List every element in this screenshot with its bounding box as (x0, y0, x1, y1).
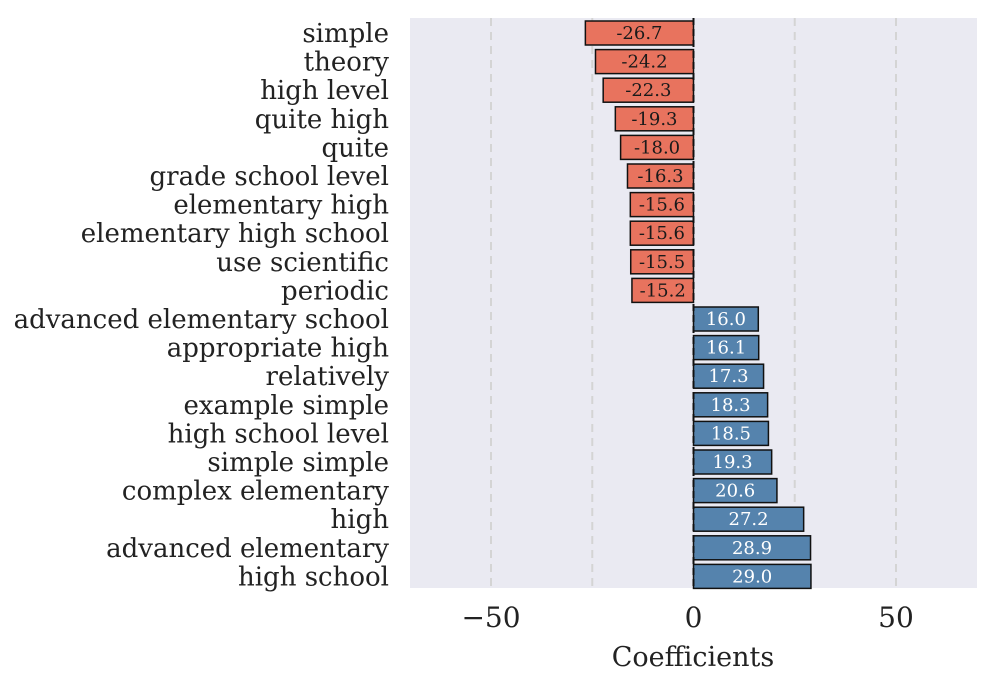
bar-value-label: 19.3 (713, 452, 753, 473)
bars (584, 20, 812, 590)
category-label: elementary high school (81, 219, 389, 249)
bar-value-label: -18.0 (634, 137, 680, 158)
bar (692, 563, 812, 590)
bar (629, 220, 695, 246)
bar-value-label: 16.0 (706, 309, 746, 330)
category-label: grade school level (150, 162, 390, 192)
category-label: elementary high (173, 191, 389, 221)
category-label: relatively (266, 362, 390, 392)
category-label: quite high (255, 105, 390, 135)
bar-value-label: 16.1 (706, 338, 746, 359)
bar-value-label: 28.9 (732, 538, 772, 559)
category-label: quite (321, 133, 389, 163)
bar (619, 134, 695, 161)
category-label: high school (238, 562, 389, 592)
bar-value-label: -24.2 (621, 52, 667, 73)
bar-value-label: -15.2 (640, 280, 686, 301)
bar-value-label: 29.0 (732, 566, 772, 587)
category-label: simple simple (207, 448, 389, 478)
bar (692, 420, 770, 447)
bar-value-label: 17.3 (708, 366, 748, 387)
bar-value-label: 18.3 (711, 395, 751, 416)
bar (692, 334, 760, 361)
bar-value-label: -15.6 (639, 223, 685, 244)
category-label: advanced elementary school (14, 305, 389, 335)
bar-value-label: 27.2 (729, 509, 769, 530)
category-label: simple (302, 19, 389, 49)
bar-value-label: -26.7 (616, 23, 662, 44)
gridlines (490, 18, 897, 588)
category-label: example simple (184, 391, 389, 421)
bar (629, 249, 695, 275)
bar (692, 506, 805, 532)
bar (614, 106, 695, 132)
x-tick-label: −50 (461, 601, 520, 634)
category-label: high (331, 505, 390, 535)
bar (692, 306, 760, 332)
category-label: advanced elementary (106, 534, 389, 564)
x-axis-title: Coefficients (612, 642, 775, 673)
bar (631, 277, 695, 304)
bar (626, 163, 695, 189)
bar (692, 363, 765, 389)
bar (629, 191, 695, 218)
bar-value-label: -15.5 (639, 252, 685, 273)
category-label: complex elementary (122, 477, 389, 507)
category-label: periodic (281, 276, 389, 306)
bar (692, 535, 812, 561)
x-tick-labels: −50 0 50 (461, 601, 913, 634)
category-label: theory (304, 48, 390, 78)
bar-value-label: -15.6 (639, 195, 685, 216)
x-tick-label: 0 (685, 601, 703, 634)
bar-value-label: 18.5 (711, 423, 751, 444)
bar-value-label: -16.3 (637, 166, 683, 187)
category-label: appropriate high (167, 334, 390, 364)
bar-value-label: -22.3 (625, 80, 671, 101)
category-label: use scientific (216, 248, 389, 278)
bar-value-label: 20.6 (715, 481, 755, 502)
bar (692, 477, 778, 504)
category-label: high level (260, 76, 389, 106)
x-tick-label: 50 (878, 601, 914, 634)
bar-value-label: -19.3 (631, 109, 677, 130)
bar (594, 48, 695, 75)
value-labels: -26.7 -24.2 -22.3 -19.3 -18.0 -16.3 -15.6 -15.6… (616, 23, 772, 587)
category-label: high school level (168, 419, 389, 449)
bar (584, 20, 695, 46)
